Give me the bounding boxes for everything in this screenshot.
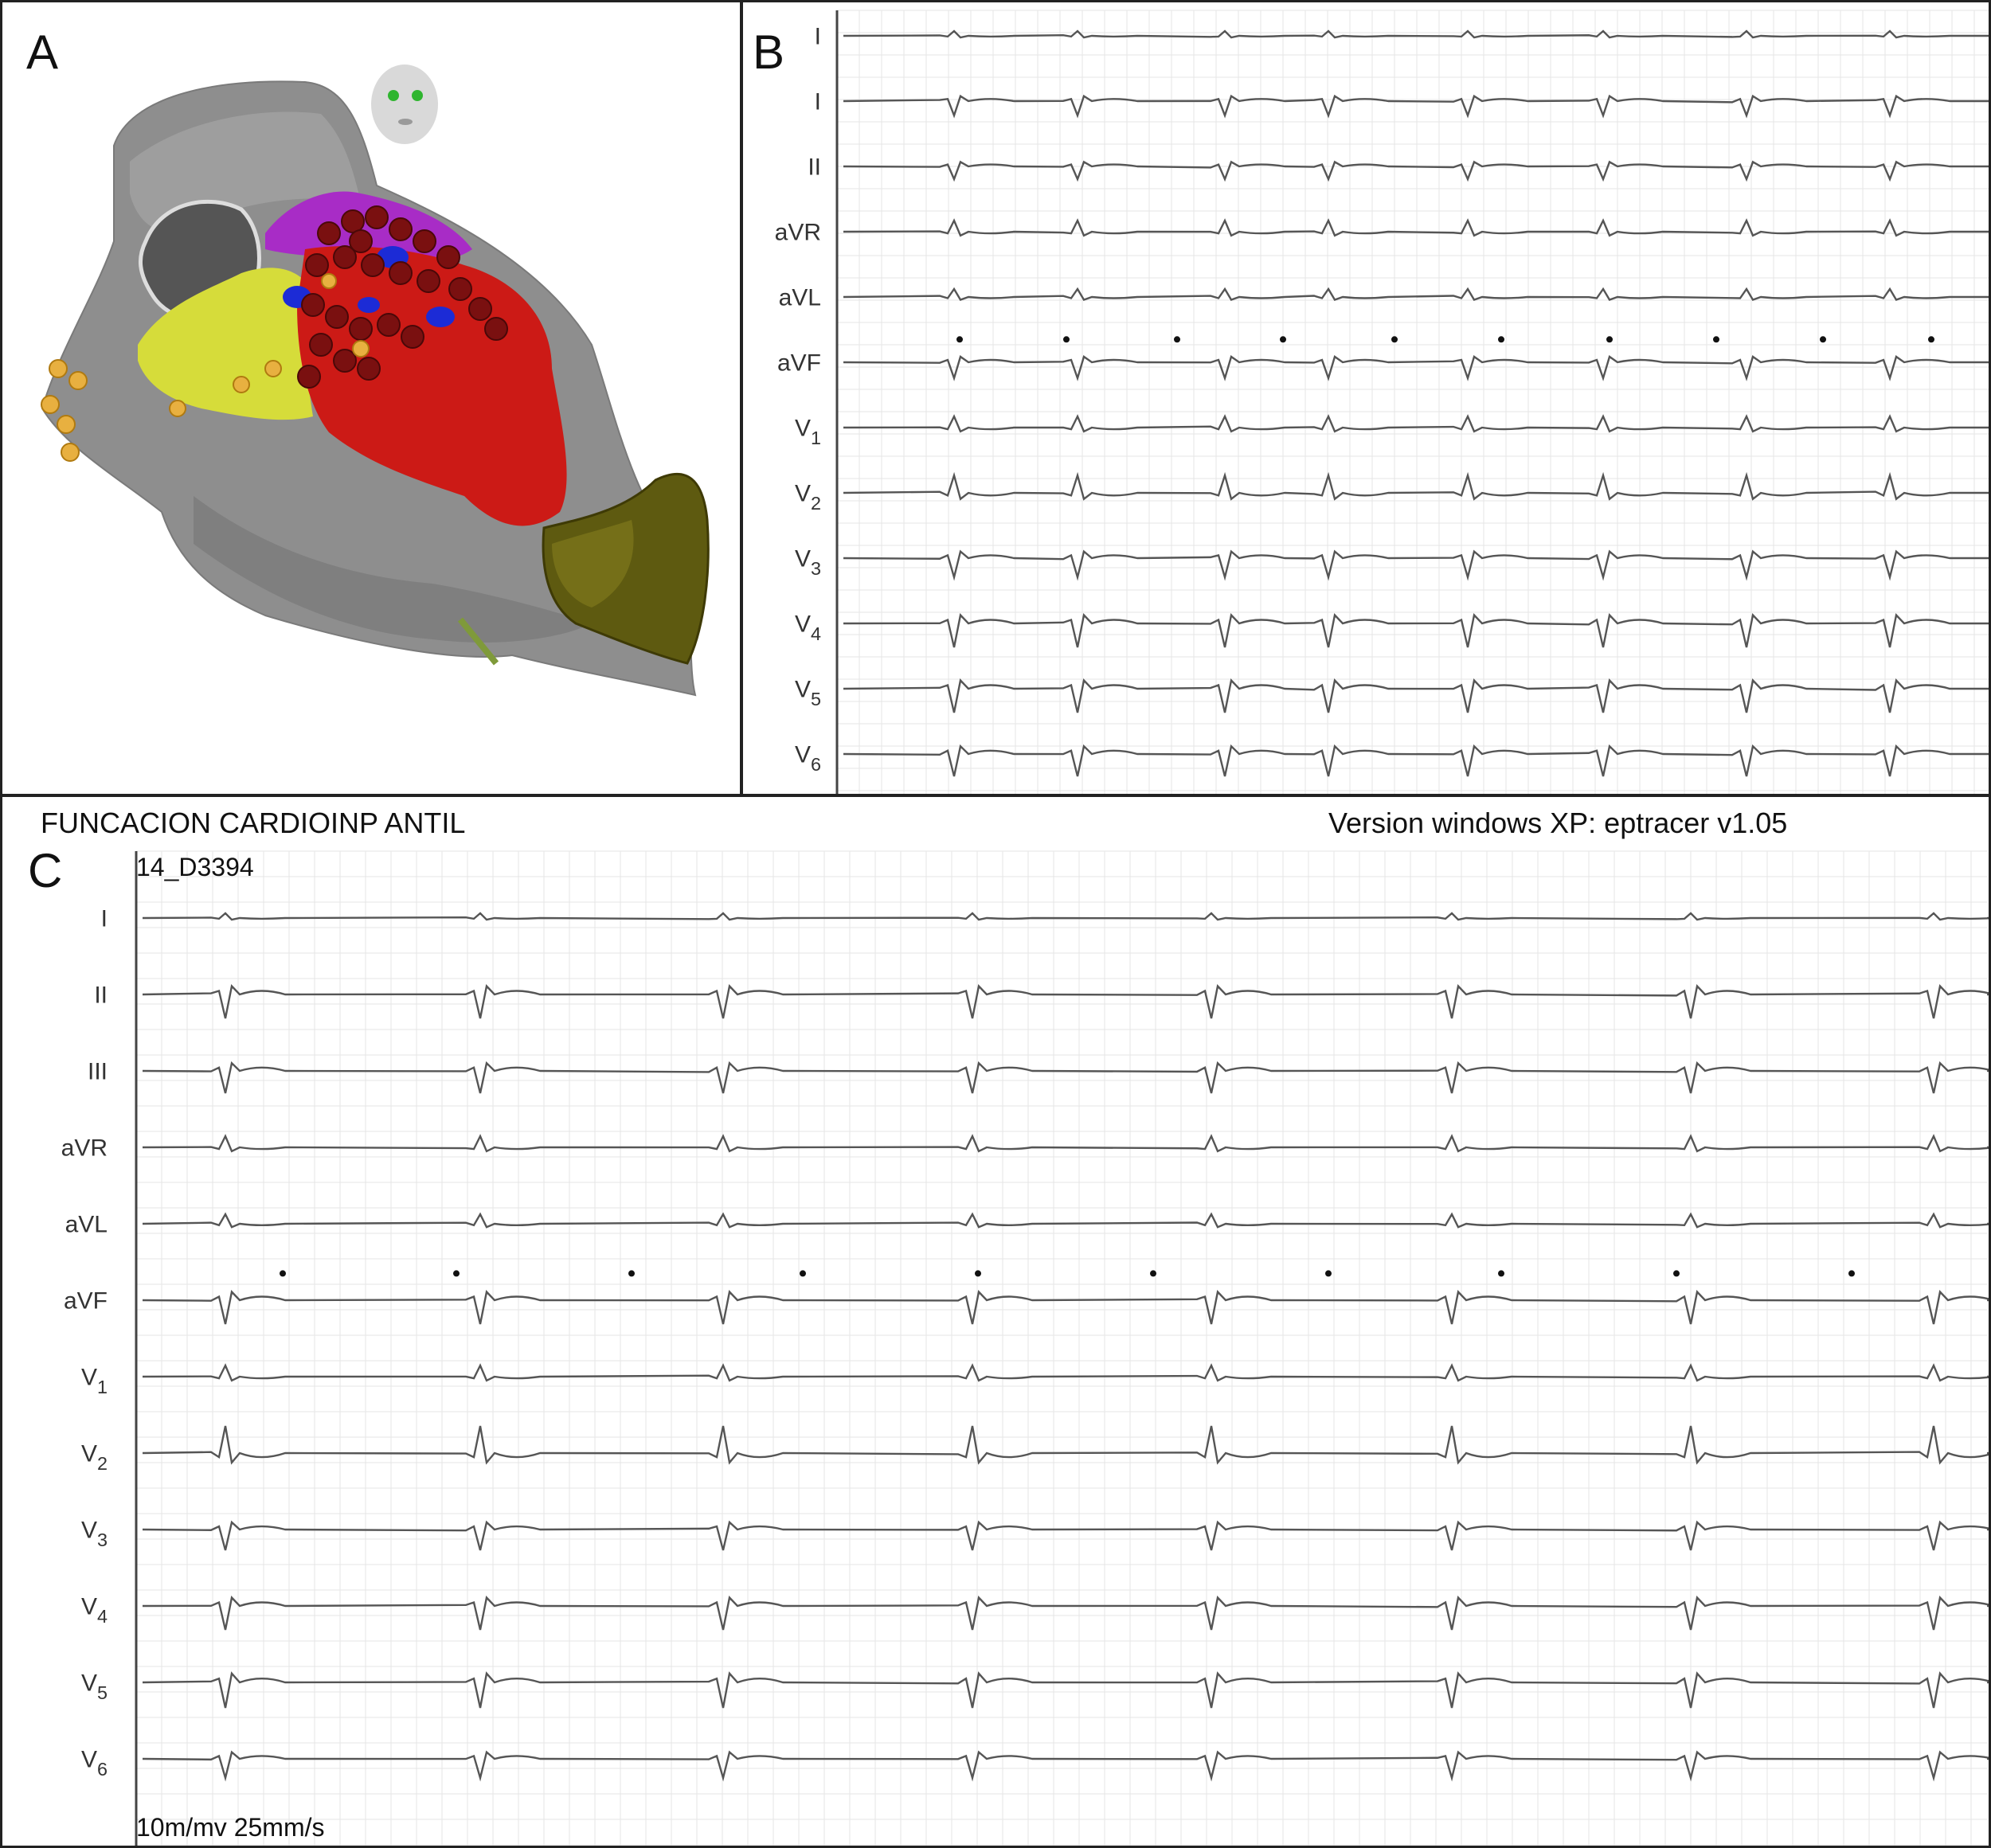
ablation-lesions [297, 205, 508, 389]
ecg-trace [843, 218, 1989, 237]
panel-c-ecg: FUNCACION CARDIOINP ANTIL Version window… [0, 795, 1991, 1848]
pacing-marker [280, 1270, 286, 1277]
ecg-trace [142, 1212, 1989, 1229]
lead-label: V2 [81, 1441, 108, 1475]
pacing-marker [1606, 336, 1613, 343]
panel-b-letter: B [753, 25, 785, 79]
ecg-trace [843, 678, 1989, 713]
ecg-trace [142, 1750, 1989, 1782]
lead-label: aVR [775, 220, 821, 246]
ecg-trace [142, 1520, 1989, 1551]
lead-label: V1 [81, 1365, 108, 1398]
ecg-trace [843, 287, 1989, 301]
lead-label: V4 [795, 611, 821, 645]
catheter-lead [457, 617, 499, 666]
lead-label: V2 [795, 481, 821, 514]
pacing-marker [1498, 1270, 1504, 1277]
ecg-trace [142, 1425, 1989, 1465]
pacing-marker [1673, 1270, 1680, 1277]
ecg-grid [135, 850, 1987, 1846]
chamber-shading [130, 111, 361, 232]
ecg-trace [843, 94, 1989, 119]
lead-label: I [101, 906, 108, 932]
ecg-trace [843, 744, 1989, 777]
ecg-trace [142, 1134, 1989, 1153]
ecg-trace [142, 912, 1989, 921]
ecg-trace [142, 1363, 1989, 1382]
pacing-marker [1063, 336, 1070, 343]
lead-label: V3 [795, 546, 821, 580]
lead-label: V5 [81, 1670, 108, 1704]
lead-label: V6 [81, 1747, 108, 1780]
header-institution: FUNCACION CARDIOINP ANTIL [41, 807, 466, 839]
tag-markers [41, 273, 370, 462]
lead-label: II [94, 983, 108, 1009]
pacing-marker [1150, 1270, 1156, 1277]
panel-b-ecg: B I I II aVR aVL aVF V1 V2 V3 V4 V5 V6 [741, 0, 1991, 796]
ecg-trace [142, 983, 1989, 1019]
pacing-marker [1174, 336, 1180, 343]
yellow-region [138, 268, 313, 420]
lead-label: V3 [81, 1518, 108, 1551]
pacing-marker [1928, 336, 1934, 343]
panel-c-letter: C [28, 844, 63, 897]
ecg-trace [142, 1595, 1989, 1631]
pacing-marker [628, 1270, 635, 1277]
ecg-trace [843, 471, 1989, 501]
lead-label: V5 [795, 677, 821, 710]
ecg-trace [843, 355, 1989, 381]
pacing-marker [1498, 336, 1504, 343]
lead-label: aVL [779, 285, 821, 311]
lead-label: aVF [64, 1288, 108, 1315]
scar-red-region [297, 246, 567, 526]
ecg-trace [843, 414, 1989, 433]
ecg-trace [843, 160, 1989, 182]
pacing-marker [975, 1270, 981, 1277]
pacing-marker [1848, 1270, 1855, 1277]
lead-label: III [88, 1059, 108, 1085]
calibration-footer: 10m/mv 25mm/s [136, 1813, 325, 1842]
ecg-trace [843, 612, 1989, 648]
ecg-trace [142, 1061, 1989, 1094]
lead-label: V4 [81, 1594, 108, 1627]
pacing-marker [800, 1270, 806, 1277]
pacing-marker [1391, 336, 1398, 343]
orientation-head-icon [371, 64, 438, 144]
ecg-grid [836, 10, 1989, 794]
lead-label: I [815, 24, 821, 50]
chamber-lower-shadow [194, 496, 592, 643]
lead-label: aVL [65, 1212, 108, 1238]
lead-label: V1 [795, 416, 821, 449]
cardiac-3d-map [41, 64, 710, 697]
record-id: 14_D3394 [136, 853, 254, 881]
panel-a-letter: A [26, 25, 59, 79]
panel-a-electroanatomic-map: A [0, 0, 742, 796]
ecg-trace [843, 549, 1989, 581]
lead-label: II [808, 154, 821, 181]
lead-label: aVR [61, 1135, 108, 1162]
catheter-shading [552, 520, 634, 608]
ecg-trace [843, 29, 1989, 39]
pacing-marker [1280, 336, 1286, 343]
header-software-version: Version windows XP: eptracer v1.05 [1328, 807, 1788, 839]
ecg-trace [142, 1289, 1989, 1325]
ecg-trace [142, 1671, 1989, 1709]
pacing-marker [1820, 336, 1826, 343]
pacing-marker [1325, 1270, 1332, 1277]
lead-label: aVF [777, 350, 821, 377]
pacing-marker [453, 1270, 460, 1277]
lead-label: I [815, 89, 821, 115]
pacing-marker [956, 336, 963, 343]
pacing-marker [1713, 336, 1719, 343]
lead-label: V6 [795, 742, 821, 776]
